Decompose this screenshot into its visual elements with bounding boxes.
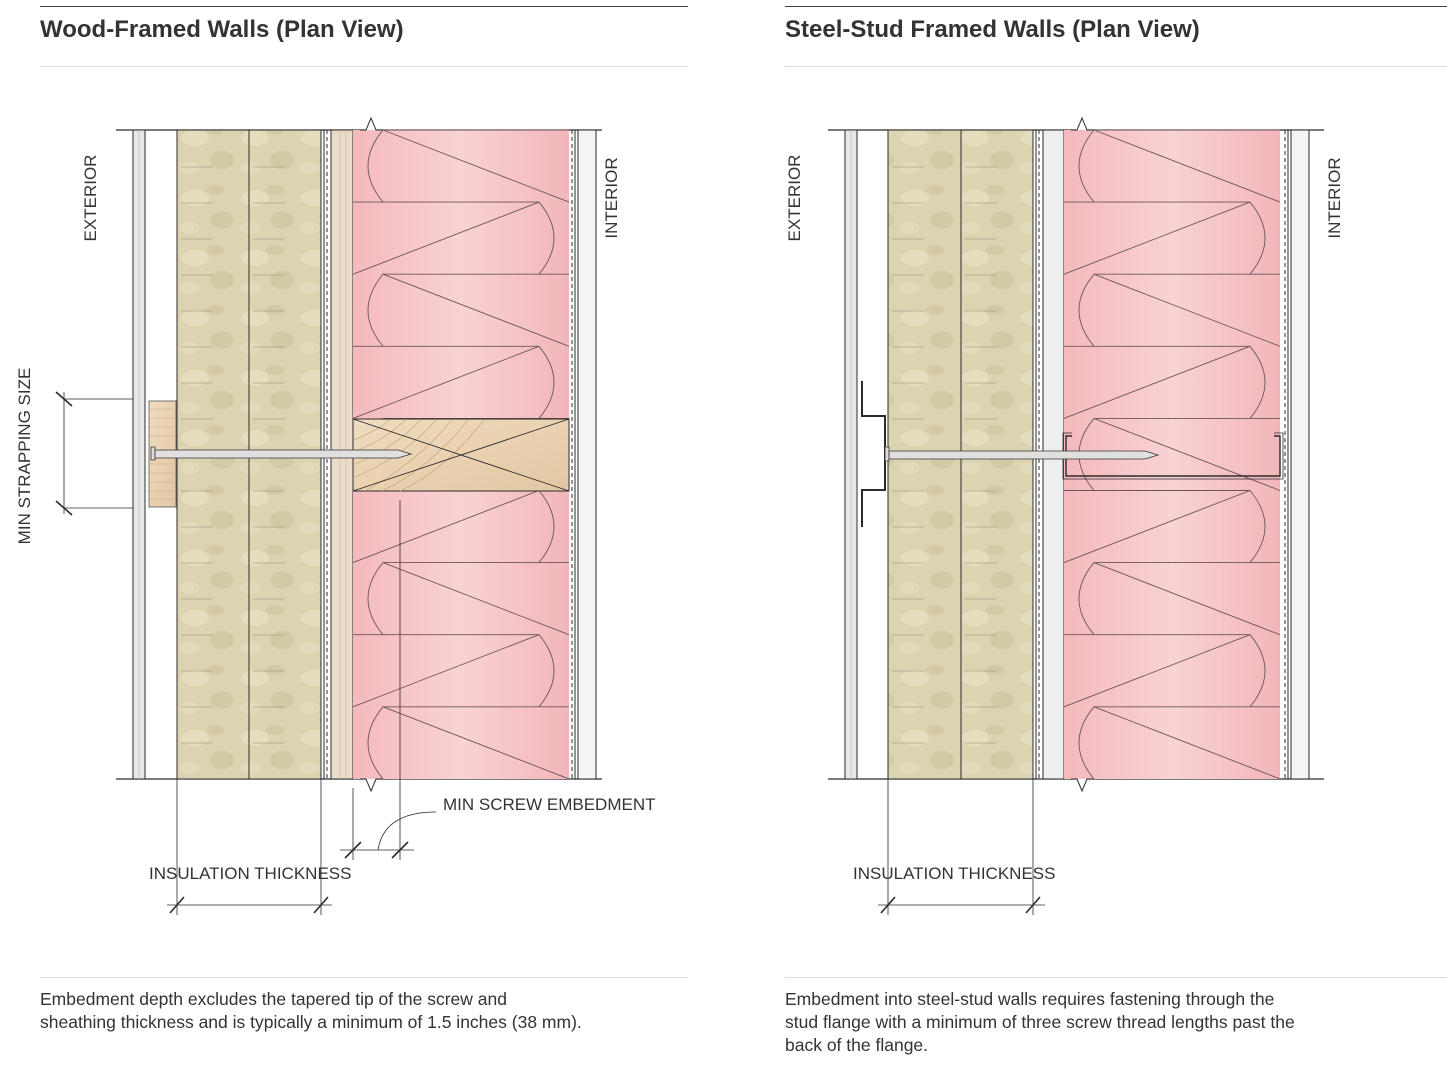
wood-screw — [150, 446, 413, 461]
panel-title: Wood-Framed Walls (Plan View) — [40, 16, 404, 43]
steel-screw — [884, 446, 1160, 462]
insulation-thickness-label-right: INSULATION THICKNESS — [853, 864, 1055, 883]
caption-line: stud flange with a minimum of three scre… — [785, 1012, 1295, 1032]
exterior-label-left: EXTERIOR — [81, 155, 100, 242]
exterior-label-right: EXTERIOR — [785, 155, 804, 242]
panel-caption: Embedment into steel-stud walls requires… — [785, 988, 1295, 1057]
steel-stud-wall-section: EXTERIOR INTERIOR INSULATION THICKNESS — [785, 116, 1344, 915]
panel-caption: Embedment depth excludes the tapered tip… — [40, 988, 582, 1034]
caption-line: back of the flange. — [785, 1035, 929, 1055]
caption-divider — [40, 977, 688, 978]
caption-line: Embedment depth excludes the tapered tip… — [40, 989, 507, 1009]
title-divider — [785, 66, 1447, 67]
screw-embedment-label: MIN SCREW EMBEDMENT — [443, 795, 656, 814]
caption-divider — [785, 977, 1447, 978]
strapping-size-label: MIN STRAPPING SIZE — [15, 368, 34, 545]
caption-line: sheathing thickness and is typically a m… — [40, 1012, 582, 1032]
interior-drywall — [1290, 129, 1310, 780]
wood-framed-panel: Wood-Framed Walls (Plan View) Embedment … — [40, 0, 688, 1080]
interior-drywall — [577, 129, 597, 780]
interior-label-left: INTERIOR — [602, 157, 621, 238]
top-divider — [785, 6, 1447, 7]
panel-title: Steel-Stud Framed Walls (Plan View) — [785, 16, 1200, 43]
top-divider — [40, 6, 688, 7]
steel-stud-panel: Steel-Stud Framed Walls (Plan View) Embe… — [785, 0, 1447, 1080]
caption-line: Embedment into steel-stud walls requires… — [785, 989, 1275, 1009]
insulation-thickness-label-left: INSULATION THICKNESS — [149, 864, 351, 883]
steel-stud — [1065, 435, 1281, 477]
wood-framed-wall-section: EXTERIOR INTERIOR MIN STRAPPING SIZE MIN… — [15, 116, 656, 915]
title-divider — [40, 66, 688, 67]
interior-label-right: INTERIOR — [1325, 157, 1344, 238]
